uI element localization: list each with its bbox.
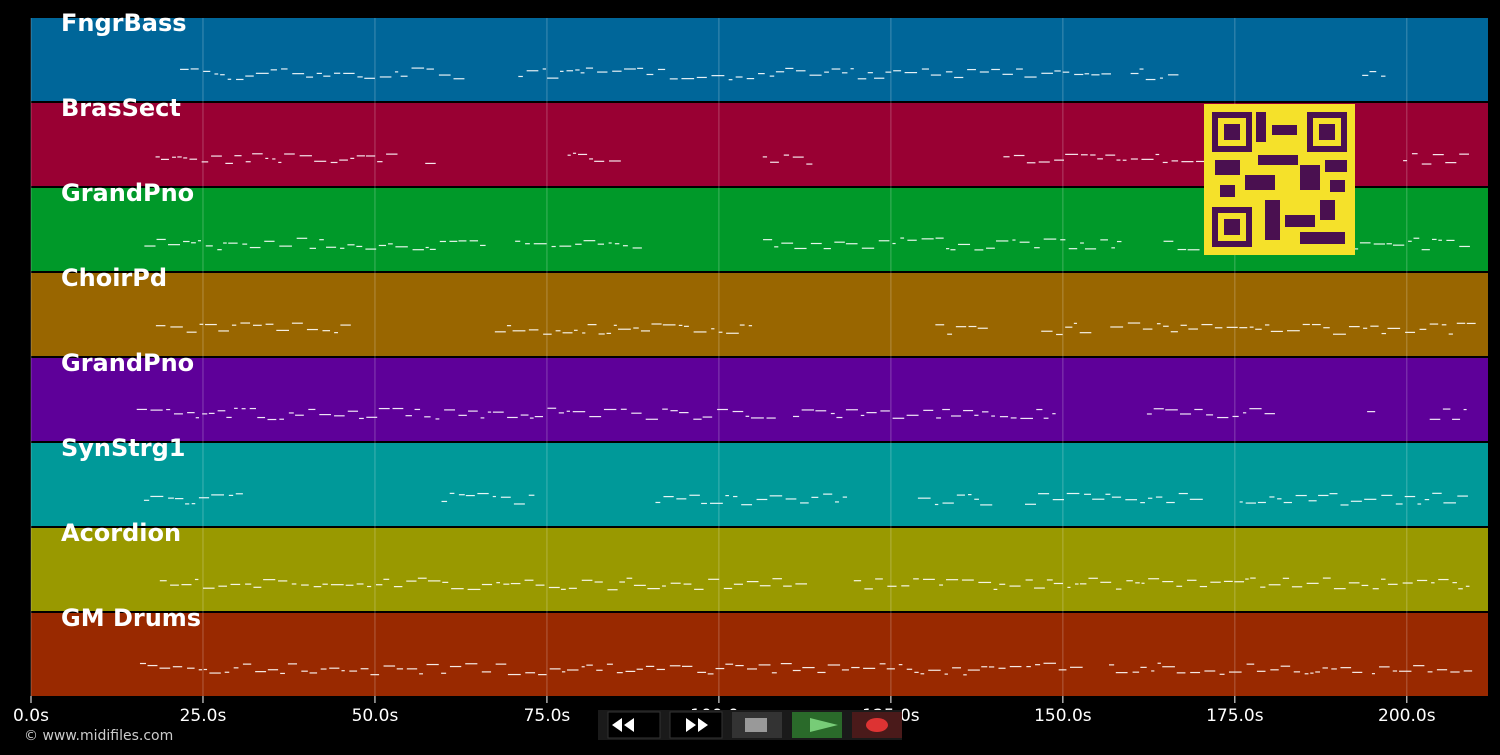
transport-controls bbox=[598, 710, 902, 740]
track-name: GrandPno bbox=[61, 179, 194, 207]
track-name: SynStrg1 bbox=[61, 434, 186, 462]
note-pattern bbox=[155, 152, 1469, 165]
stop-button[interactable] bbox=[732, 712, 782, 738]
rewind-button[interactable] bbox=[607, 711, 661, 739]
qr-code bbox=[1204, 104, 1355, 255]
track-name: ChoirPd bbox=[61, 264, 167, 292]
record-button[interactable] bbox=[852, 712, 902, 738]
x-tick-label: 0.0s bbox=[13, 706, 49, 726]
track-band bbox=[31, 358, 1488, 441]
track-name: Acordion bbox=[61, 519, 181, 547]
track-band bbox=[31, 613, 1488, 696]
x-tick-label: 175.0s bbox=[1206, 706, 1264, 726]
track-name: FngrBass bbox=[61, 9, 187, 37]
track-name: GM Drums bbox=[61, 604, 201, 632]
note-pattern bbox=[155, 322, 1476, 336]
x-tick-label: 50.0s bbox=[352, 706, 399, 726]
track-name: GrandPno bbox=[61, 349, 194, 377]
note-pattern bbox=[136, 407, 1467, 421]
note-pattern bbox=[159, 577, 1470, 591]
play-button[interactable] bbox=[792, 712, 842, 738]
x-tick-label: 200.0s bbox=[1378, 706, 1436, 726]
x-tick-label: 75.0s bbox=[524, 706, 571, 726]
x-tick-label: 150.0s bbox=[1034, 706, 1092, 726]
track-band bbox=[31, 528, 1488, 611]
track-band bbox=[31, 18, 1488, 101]
note-pattern bbox=[143, 492, 1468, 506]
note-pattern bbox=[180, 67, 1386, 81]
track-band bbox=[31, 273, 1488, 356]
copyright: © www.midifiles.com bbox=[24, 728, 173, 744]
track-band bbox=[31, 443, 1488, 526]
track-name: BrasSect bbox=[61, 94, 181, 122]
note-pattern bbox=[139, 662, 1473, 676]
x-tick-label: 25.0s bbox=[180, 706, 227, 726]
forward-button[interactable] bbox=[669, 711, 723, 739]
